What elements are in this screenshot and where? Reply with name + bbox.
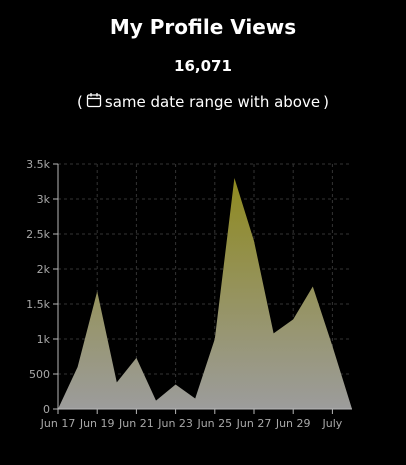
x-tick-label: Jun 21 bbox=[118, 417, 154, 430]
open-paren: ( bbox=[77, 93, 83, 111]
chart-title: My Profile Views bbox=[109, 15, 297, 39]
y-axis-ticks: 0 500 1k 1.5k 2k 2.5k 3k 3.5k bbox=[26, 158, 50, 416]
y-tick-label: 2.5k bbox=[26, 228, 50, 241]
x-tick-label: Jun 29 bbox=[275, 417, 311, 430]
x-tick-label: Jun 27 bbox=[236, 417, 272, 430]
y-tick-label: 2k bbox=[37, 263, 51, 276]
x-tick-label: July bbox=[322, 417, 343, 430]
x-tick-label: Jun 25 bbox=[196, 417, 232, 430]
total-views: 16,071 bbox=[174, 57, 232, 75]
x-tick-label: Jun 17 bbox=[40, 417, 76, 430]
y-tick-label: 500 bbox=[29, 368, 50, 381]
range-note-text: same date range with above bbox=[104, 93, 321, 111]
x-tick-label: Jun 19 bbox=[79, 417, 115, 430]
y-tick-label: 1k bbox=[37, 333, 51, 346]
y-tick-label: 1.5k bbox=[26, 298, 50, 311]
views-area bbox=[58, 178, 352, 409]
axes bbox=[53, 163, 352, 414]
x-tick-label: Jun 23 bbox=[157, 417, 193, 430]
y-tick-label: 3.5k bbox=[26, 158, 50, 171]
calendar-icon bbox=[86, 92, 102, 112]
date-range-note: ( same date range with above ) bbox=[0, 92, 406, 112]
y-tick-label: 3k bbox=[37, 193, 51, 206]
close-paren: ) bbox=[323, 93, 329, 111]
x-axis-ticks: Jun 17 Jun 19 Jun 21 Jun 23 Jun 25 Jun 27 Jun … bbox=[40, 417, 343, 430]
y-tick-label: 0 bbox=[43, 403, 50, 416]
